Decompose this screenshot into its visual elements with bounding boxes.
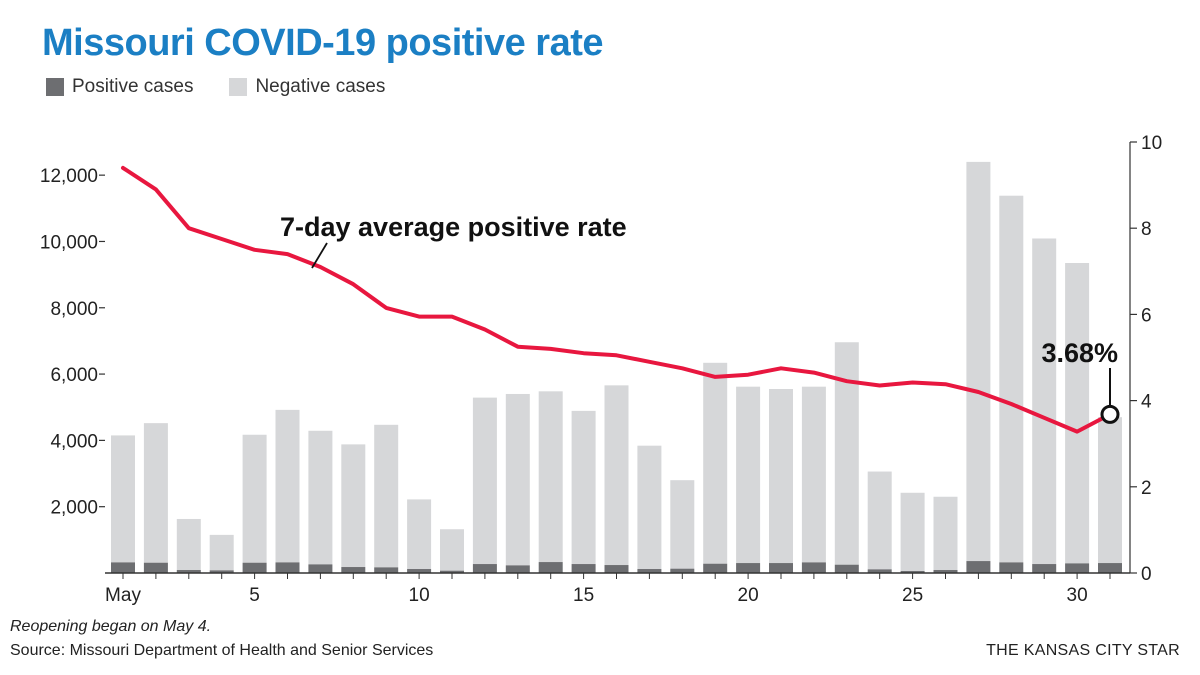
end-point-marker — [1100, 404, 1120, 424]
bar-positive — [176, 570, 201, 573]
bar-positive — [999, 562, 1024, 573]
rate-line — [121, 165, 1112, 434]
bar-negative — [966, 161, 991, 562]
bar-negative — [209, 534, 234, 571]
bar-positive — [604, 565, 629, 573]
bar-positive — [1065, 563, 1090, 573]
legend-item-positive: Positive cases — [46, 76, 193, 98]
end-value-label: 3.68% — [1041, 338, 1118, 368]
bar-positive — [769, 563, 793, 573]
bar-negative — [999, 195, 1024, 563]
x-tick-label: 25 — [902, 585, 923, 606]
bar-positive — [801, 562, 826, 573]
y-left-tick-label: 10,000 — [40, 232, 98, 253]
y-right-tick-label: 8 — [1141, 219, 1152, 240]
bar-negative — [275, 409, 300, 563]
y-left-tick-label: 8,000 — [50, 299, 98, 320]
bar-positive — [703, 563, 728, 573]
y-left-tick-label: 6,000 — [50, 365, 98, 386]
bar-positive — [308, 564, 333, 573]
bar-negative — [736, 386, 761, 564]
y-left-tick-label: 12,000 — [40, 166, 98, 187]
bar-positive — [933, 570, 958, 573]
bar-negative — [867, 471, 892, 570]
line-label: 7-day average positive rate — [280, 212, 627, 242]
y-left-tick-label: 4,000 — [50, 431, 98, 452]
bar-positive — [900, 571, 925, 573]
legend-swatch-positive — [46, 78, 64, 96]
bar-positive — [1032, 564, 1057, 573]
bar-positive — [111, 562, 135, 573]
bar-positive — [505, 565, 530, 573]
bar-positive — [275, 562, 300, 573]
x-tick-label: 10 — [409, 585, 430, 606]
bar-negative — [472, 397, 497, 565]
bar-negative — [308, 430, 333, 565]
bar-negative — [111, 435, 135, 563]
bar-positive — [374, 567, 399, 573]
bar-positive — [209, 570, 234, 573]
y-right-tick-label: 2 — [1141, 478, 1152, 499]
bar-positive — [143, 562, 168, 573]
bar-negative — [637, 445, 662, 570]
y-right-tick-label: 6 — [1141, 305, 1152, 326]
bar-negative — [801, 386, 826, 563]
legend: Positive cases Negative cases — [46, 76, 421, 98]
bar-positive — [834, 564, 859, 573]
chart-title: Missouri COVID-19 positive rate — [42, 22, 604, 64]
bar-negative — [242, 434, 267, 563]
bar-positive — [867, 569, 892, 573]
bar-negative — [670, 480, 695, 569]
bar-positive — [407, 569, 432, 573]
bar-positive — [472, 564, 497, 573]
bar-negative — [176, 518, 201, 571]
bar-negative — [505, 393, 530, 566]
bar-negative — [571, 410, 596, 565]
bar-negative — [440, 529, 464, 571]
bar-negative — [1065, 263, 1090, 564]
bar-negative — [538, 391, 563, 563]
legend-swatch-negative — [229, 78, 248, 96]
y-right-tick-label: 4 — [1141, 392, 1152, 413]
bar-negative — [1098, 417, 1122, 564]
bar-positive — [637, 569, 662, 573]
legend-item-negative: Negative cases — [229, 76, 385, 98]
bar-positive — [538, 562, 563, 573]
bar-positive — [440, 570, 464, 573]
y-right-tick-label: 10 — [1141, 133, 1162, 154]
bar-negative — [341, 444, 366, 568]
x-tick-label: 15 — [573, 585, 594, 606]
x-tick-label: 20 — [738, 585, 759, 606]
bar-negative — [1032, 238, 1057, 565]
bar-negative — [143, 423, 168, 563]
bar-negative — [703, 362, 728, 564]
legend-label-positive: Positive cases — [72, 76, 194, 97]
publisher-credit: THE KANSAS CITY STAR — [986, 642, 1180, 659]
chart-source: Source: Missouri Department of Health an… — [10, 642, 434, 659]
bar-positive — [242, 562, 267, 573]
bar-positive — [1098, 563, 1122, 573]
legend-label-negative: Negative cases — [255, 76, 386, 97]
bar-positive — [736, 563, 761, 573]
bar-negative — [900, 492, 925, 572]
chart-note: Reopening began on May 4. — [10, 618, 212, 635]
bar-positive — [571, 564, 596, 573]
bar-positive — [966, 561, 991, 573]
x-tick-label: 5 — [249, 585, 260, 606]
bar-negative — [834, 342, 859, 565]
y-left-tick-label: 2,000 — [50, 498, 98, 519]
bar-negative — [374, 424, 399, 568]
bar-negative — [933, 496, 958, 571]
bar-negative — [407, 499, 432, 570]
line-label-leader — [311, 242, 328, 269]
bar-negative — [604, 385, 629, 566]
y-right-tick-label: 0 — [1141, 564, 1152, 585]
bar-positive — [670, 568, 695, 573]
bar-positive — [341, 567, 366, 573]
bar-negative — [769, 388, 793, 564]
x-tick-label: 30 — [1067, 585, 1088, 606]
x-tick-label: May — [105, 585, 141, 606]
